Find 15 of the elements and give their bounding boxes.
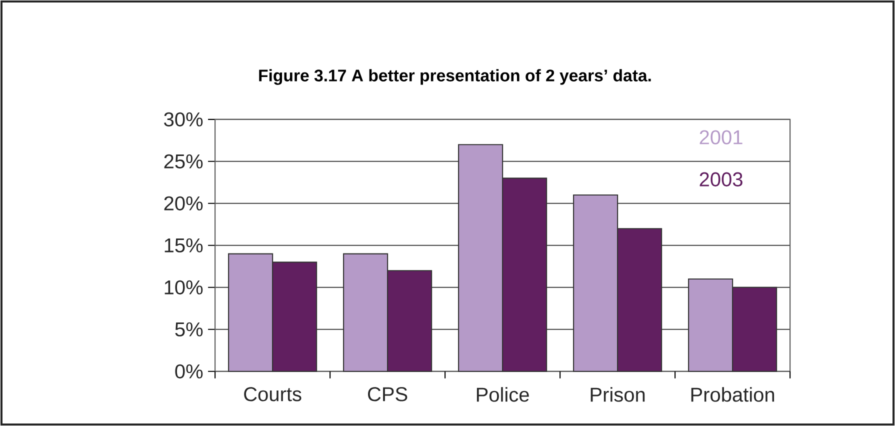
y-tick-label: 25% <box>164 154 203 168</box>
text: 2003 <box>700 172 742 186</box>
x-tick-label: Courts <box>244 387 302 402</box>
y-tick-label: 20% <box>164 196 203 210</box>
text: 2001 <box>700 130 742 144</box>
x-tick-label: Prison <box>590 387 645 402</box>
y-tick-label: 15% <box>164 238 203 252</box>
x-tick-label: CPS <box>368 387 408 402</box>
x-tick-label: Police <box>476 387 529 402</box>
y-tick-label: 0% <box>175 364 203 378</box>
y-tick-label: 10% <box>164 280 203 294</box>
x-tick-label: Probation <box>691 387 774 402</box>
y-tick-label: 5% <box>175 322 203 336</box>
y-tick-label: 30% <box>164 112 203 126</box>
chart-title: Figure 3.17 A better presentation of 2 years’ data. <box>259 69 651 85</box>
